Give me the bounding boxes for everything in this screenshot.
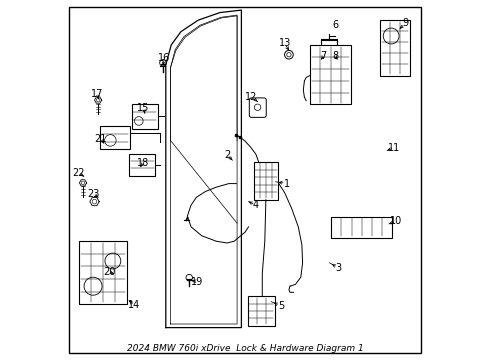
Text: 3: 3 — [336, 263, 342, 273]
Text: 23: 23 — [88, 189, 100, 199]
Text: 15: 15 — [137, 103, 149, 113]
Text: 14: 14 — [128, 300, 140, 310]
Text: 12: 12 — [245, 92, 258, 102]
Text: 8: 8 — [332, 51, 338, 61]
Text: 2: 2 — [224, 150, 230, 160]
Text: 13: 13 — [278, 38, 291, 48]
Bar — [100, 126, 130, 149]
Text: 10: 10 — [390, 216, 402, 226]
Bar — [79, 241, 127, 304]
Bar — [129, 154, 155, 176]
Text: 20: 20 — [103, 267, 116, 277]
Text: 9: 9 — [402, 18, 408, 28]
Text: 18: 18 — [137, 158, 149, 168]
Text: 4: 4 — [253, 200, 259, 210]
Bar — [248, 296, 275, 326]
Bar — [380, 20, 410, 76]
Text: 6: 6 — [332, 20, 338, 30]
Text: 2024 BMW 760i xDrive  Lock & Hardware Diagram 1: 2024 BMW 760i xDrive Lock & Hardware Dia… — [126, 344, 364, 353]
Text: 7: 7 — [320, 51, 327, 61]
Bar — [310, 45, 351, 104]
Text: 19: 19 — [192, 276, 204, 287]
Text: 1: 1 — [284, 179, 291, 189]
Text: 16: 16 — [158, 53, 171, 63]
Text: 11: 11 — [388, 143, 400, 153]
Bar — [331, 217, 392, 238]
Text: 17: 17 — [91, 89, 103, 99]
Bar — [254, 162, 278, 200]
Text: 21: 21 — [94, 134, 106, 144]
Text: 5: 5 — [278, 301, 284, 311]
Text: 22: 22 — [73, 168, 85, 178]
